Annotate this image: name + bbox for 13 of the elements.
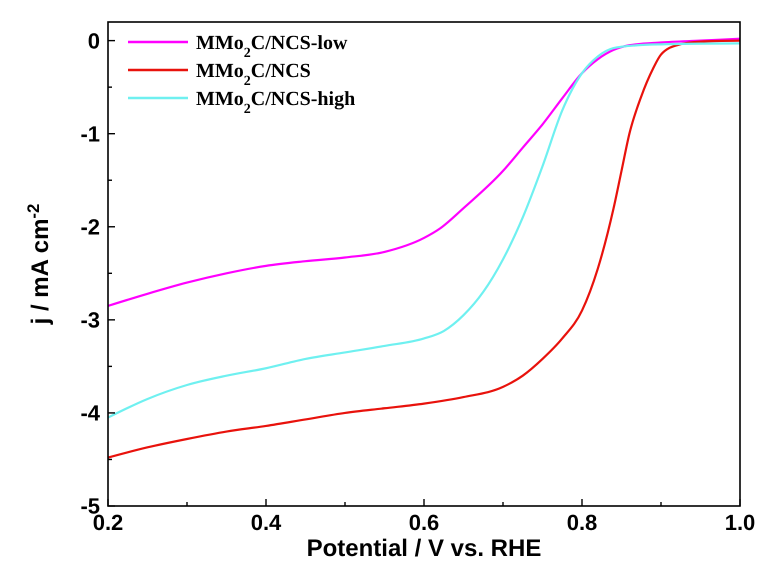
legend-label: MMo$_{2}$C/NCS (196, 60, 311, 88)
legend-label: MMo$_{2}$C/NCS-high (196, 88, 356, 116)
x-tick-label: 0.6 (408, 510, 440, 535)
x-tick-label: 0.4 (250, 510, 282, 535)
x-axis-title: Potential / V vs. RHE (306, 535, 542, 562)
y-tick-label: -1 (80, 121, 100, 146)
y-tick-label: -4 (80, 400, 101, 426)
y-tick-label: -3 (80, 308, 100, 333)
legend-label: MMo$_{2}$C/NCS-low (196, 32, 348, 60)
x-tick-label: 1.0 (724, 510, 756, 535)
y-tick-label: 0 (88, 28, 100, 54)
y-tick-label: -2 (80, 214, 100, 240)
x-tick-label: 0.8 (566, 510, 598, 535)
